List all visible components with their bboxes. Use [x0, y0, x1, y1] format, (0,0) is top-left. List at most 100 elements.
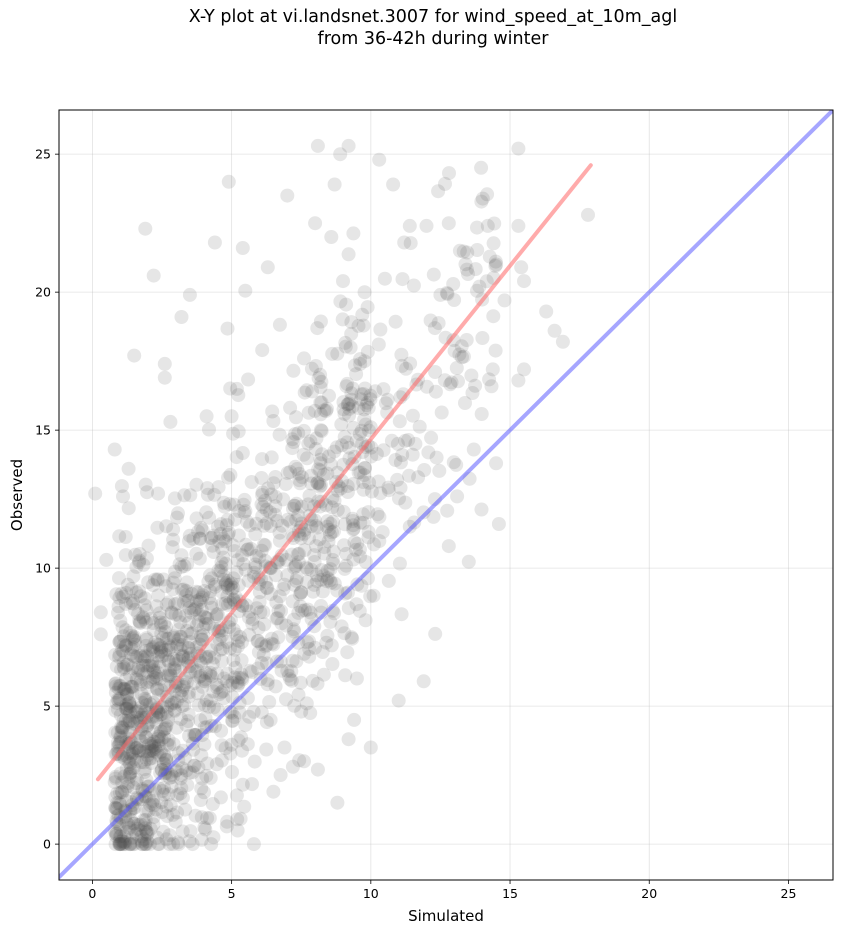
scatter-point	[175, 761, 190, 776]
scatter-point	[119, 701, 133, 716]
scatter-point	[147, 665, 162, 680]
scatter-point	[256, 500, 271, 514]
scatter-point	[466, 442, 481, 457]
scatter-point	[134, 755, 149, 770]
scatter-point	[358, 417, 373, 432]
scatter-point	[196, 588, 211, 603]
scatter-point	[260, 581, 275, 596]
scatter-point	[130, 704, 145, 719]
scatter-point	[251, 633, 266, 648]
scatter-point	[144, 737, 159, 752]
scatter-point	[342, 440, 357, 455]
scatter-point	[287, 624, 302, 639]
scatter-point	[93, 605, 108, 620]
scatter-point	[240, 543, 255, 557]
scatter-point	[109, 826, 124, 841]
scatter-point	[221, 470, 236, 485]
y-tick-label: 20	[35, 285, 51, 300]
scatter-point	[175, 638, 190, 653]
scatter-point	[116, 644, 131, 659]
scatter-point	[116, 835, 131, 850]
scatter-point	[360, 300, 375, 315]
scatter-point	[217, 671, 231, 686]
scatter-point	[344, 315, 359, 330]
scatter-point	[229, 381, 244, 396]
scatter-point	[346, 521, 361, 536]
plot-frame	[58, 109, 834, 881]
scatter-point	[176, 679, 191, 694]
scatter-point	[264, 631, 279, 646]
scatter-point	[368, 384, 383, 399]
scatter-point	[276, 582, 291, 596]
scatter-point	[154, 707, 169, 722]
scatter-point	[115, 834, 129, 849]
scatter-point	[199, 649, 214, 664]
scatter-point	[136, 611, 151, 626]
scatter-point	[125, 744, 140, 759]
scatter-point	[283, 672, 298, 687]
scatter-point	[137, 832, 152, 847]
scatter-point	[137, 649, 152, 664]
scatter-point	[190, 618, 204, 633]
scatter-point	[352, 426, 367, 441]
scatter-point	[273, 768, 288, 782]
scatter-point	[134, 829, 149, 844]
scatter-point	[223, 595, 238, 610]
scatter-point	[218, 534, 233, 549]
scatter-point	[176, 650, 191, 664]
scatter-point	[171, 835, 185, 850]
scatter-point	[202, 422, 216, 437]
scatter-point	[356, 515, 371, 530]
scatter-point	[349, 671, 364, 686]
scatter-point	[216, 550, 231, 565]
scatter-point	[191, 760, 206, 775]
scatter-point	[159, 718, 174, 733]
scatter-point	[110, 702, 125, 717]
scatter-point	[231, 670, 246, 685]
scatter-point	[114, 719, 129, 734]
scatter-point	[252, 595, 267, 609]
scatter-point	[121, 681, 136, 696]
scatter-point	[278, 477, 293, 492]
scatter-point	[181, 707, 196, 722]
scatter-point	[252, 550, 267, 565]
scatter-point	[146, 641, 160, 656]
scatter-point	[117, 681, 132, 696]
scatter-point	[447, 293, 462, 307]
scatter-point	[419, 379, 434, 394]
scatter-point	[475, 331, 490, 345]
scatter-point	[153, 724, 168, 739]
scatter-point	[358, 381, 372, 396]
scatter-point	[210, 519, 225, 534]
scatter-point	[180, 557, 195, 571]
fit-line	[95, 163, 593, 782]
scatter-point	[344, 392, 359, 407]
scatter-point	[317, 546, 332, 561]
scatter-point	[268, 568, 283, 583]
scatter-point	[165, 695, 179, 710]
scatter-point	[207, 235, 222, 250]
scatter-point	[235, 446, 250, 460]
scatter-point	[323, 614, 338, 629]
scatter-point	[310, 520, 325, 535]
scatter-point	[345, 514, 360, 528]
scatter-point	[377, 271, 392, 286]
scatter-point	[195, 523, 210, 538]
scatter-point	[212, 632, 227, 647]
scatter-point	[152, 671, 167, 686]
scatter-point	[257, 617, 272, 632]
scatter-point	[140, 825, 155, 840]
scatter-point	[254, 543, 269, 558]
scatter-point	[161, 654, 176, 669]
scatter-point	[220, 634, 235, 649]
scatter-point	[358, 613, 373, 628]
x-tick-label: 15	[502, 886, 518, 901]
scatter-point	[272, 589, 287, 604]
scatter-point	[402, 468, 416, 483]
scatter-point	[447, 343, 462, 358]
scatter-point	[149, 671, 164, 686]
scatter-point	[455, 350, 469, 365]
scatter-point	[277, 577, 292, 592]
scatter-point	[279, 552, 294, 567]
x-tick-label: 25	[781, 886, 797, 901]
